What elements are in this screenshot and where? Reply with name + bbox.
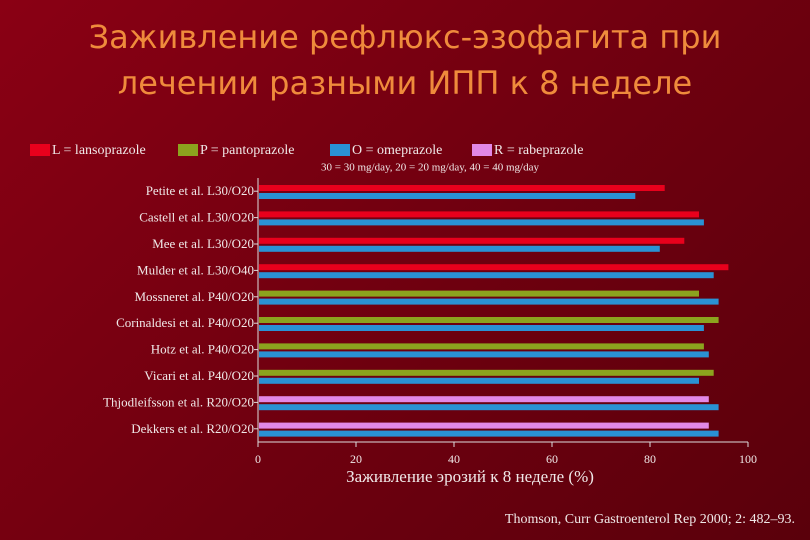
bar	[259, 377, 699, 384]
y-tick-label: Mulder et al. L30/O40	[137, 262, 254, 277]
legend-label: R = rabeprazole	[494, 143, 584, 158]
bar	[259, 422, 709, 429]
y-tick-label: Vicari et al. P40/O20	[144, 368, 254, 383]
legend-label: L = lansoprazole	[52, 143, 146, 158]
x-tick-label: 100	[739, 452, 757, 466]
y-tick-label: Corinaldesi et al. P40/O20	[116, 315, 254, 330]
slide-title: Заживление рефлюкс-эзофагита при лечении…	[88, 18, 722, 102]
bar	[259, 430, 719, 437]
x-tick-label: 20	[350, 452, 362, 466]
bar	[259, 351, 709, 358]
y-tick-label: Petite et al. L30/O20	[146, 183, 254, 198]
x-tick-label: 60	[546, 452, 558, 466]
legend-swatch	[472, 144, 492, 156]
bar	[259, 343, 704, 350]
bar	[259, 396, 709, 403]
bar	[259, 245, 660, 252]
bar	[259, 290, 699, 297]
legend-swatch	[330, 144, 350, 156]
subtitle: 30 = 30 mg/day, 20 = 20 mg/day, 40 = 40 …	[321, 162, 539, 174]
y-tick-label: Mee et al. L30/O20	[152, 236, 254, 251]
bar	[259, 272, 714, 279]
y-tick-label: Castell et al. L30/O20	[139, 210, 254, 225]
source: Thomson, Curr Gastroenterol Rep 2000; 2:…	[505, 512, 795, 527]
x-tick-label: 80	[644, 452, 656, 466]
bar	[259, 185, 665, 191]
legend-swatch	[30, 144, 50, 156]
bar	[259, 219, 704, 226]
x-axis-label: Заживление эрозий к 8 неделе (%)	[346, 467, 594, 486]
y-tick-label: Hotz et al. P40/O20	[151, 342, 254, 357]
bar	[259, 211, 699, 218]
bar	[259, 317, 719, 323]
bar	[259, 264, 729, 271]
bar	[259, 237, 685, 244]
bar	[259, 369, 714, 376]
legend-label: O = omeprazole	[352, 143, 442, 158]
legend-label: P = pantoprazole	[200, 143, 294, 158]
y-tick-label: Dekkers et al. R20/O20	[131, 421, 254, 436]
y-tick-label: Thjodleifsson et al. R20/O20	[103, 394, 254, 409]
legend-swatch	[178, 144, 198, 156]
x-tick-label: 40	[448, 452, 460, 466]
bar	[259, 325, 704, 331]
x-tick-label: 0	[255, 452, 261, 466]
y-tick-label: Mossneret al. P40/O20	[134, 289, 254, 304]
bar	[259, 298, 719, 305]
bar	[259, 404, 719, 411]
bar	[259, 193, 636, 199]
